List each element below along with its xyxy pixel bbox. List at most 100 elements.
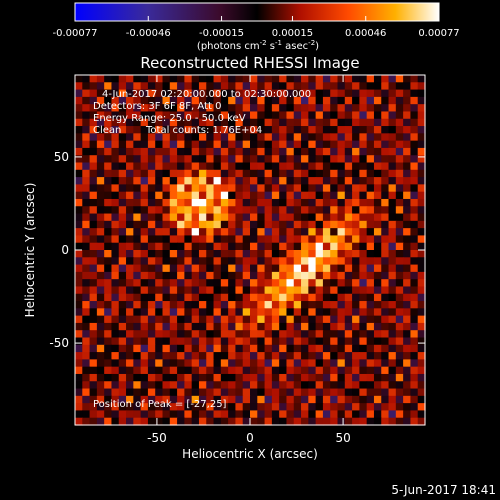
heatmap-cell: [322, 286, 331, 295]
heatmap-cell: [410, 395, 419, 404]
heatmap-cell: [395, 322, 404, 331]
heatmap-cell: [395, 264, 404, 273]
heatmap-cell: [271, 89, 280, 98]
heatmap-cell: [271, 330, 280, 339]
heatmap-cell: [147, 177, 156, 185]
heatmap-cell: [344, 89, 353, 98]
heatmap-cell: [82, 337, 91, 346]
heatmap-cell: [228, 330, 237, 339]
heatmap-cell: [104, 75, 113, 83]
heatmap-cell: [75, 140, 83, 149]
heatmap-cell: [133, 257, 142, 266]
heatmap-cell: [388, 177, 397, 185]
heatmap-cell: [228, 286, 237, 295]
heatmap-cell: [410, 301, 419, 309]
heatmap-cell: [388, 162, 397, 171]
heatmap-cell: [264, 140, 273, 149]
heatmap-cell: [388, 388, 397, 397]
heatmap-cell: [96, 264, 105, 273]
heatmap-cell: [293, 213, 302, 222]
heatmap-cell: [279, 373, 288, 382]
heatmap-cell: [352, 301, 360, 309]
heatmap-cell: [242, 359, 251, 368]
heatmap-cell: [395, 133, 404, 142]
heatmap-cell: [75, 228, 83, 237]
heatmap-cell: [220, 118, 229, 127]
heatmap-cell: [162, 177, 171, 185]
heatmap-cell: [395, 82, 404, 91]
heatmap-cell: [257, 388, 266, 397]
heatmap-cell: [126, 337, 134, 346]
heatmap-cell: [220, 235, 229, 244]
heatmap-cell: [257, 126, 266, 134]
heatmap-cell: [322, 242, 331, 251]
heatmap-cell: [359, 337, 368, 346]
heatmap-cell: [337, 104, 346, 113]
heatmap-cell: [308, 104, 317, 113]
heatmap-cell: [169, 250, 178, 258]
heatmap-cell: [169, 381, 178, 390]
heatmap-cell: [177, 155, 185, 164]
heatmap-cell: [381, 198, 390, 207]
heatmap-cell: [388, 133, 397, 142]
heatmap-cell: [82, 104, 91, 113]
heatmap-cell: [315, 417, 324, 426]
heatmap-cell: [118, 118, 127, 127]
heatmap-cell: [220, 169, 229, 178]
heatmap-cell: [293, 250, 302, 258]
heatmap-cell: [104, 337, 113, 346]
heatmap-cell: [198, 257, 207, 266]
heatmap-cell: [322, 235, 331, 244]
heatmap-cell: [162, 395, 171, 404]
heatmap-cell: [257, 191, 266, 200]
heatmap-cell: [344, 337, 353, 346]
heatmap-cell: [126, 344, 134, 353]
heatmap-cell: [373, 89, 382, 98]
heatmap-cell: [147, 286, 156, 295]
heatmap-cell: [177, 330, 185, 339]
heatmap-cell: [293, 301, 302, 309]
heatmap-cell: [271, 140, 280, 149]
heatmap-cell: [155, 111, 164, 120]
heatmap-cell: [242, 366, 251, 375]
heatmap-cell: [96, 206, 105, 215]
heatmap-cell: [373, 133, 382, 142]
heatmap-cell: [111, 322, 120, 331]
heatmap-cell: [104, 177, 113, 185]
heatmap-cell: [388, 315, 397, 324]
heatmap-cell: [381, 228, 390, 237]
heatmap-cell: [308, 242, 317, 251]
heatmap-cell: [75, 293, 83, 302]
heatmap-cell: [301, 257, 309, 266]
heatmap-cell: [118, 242, 127, 251]
heatmap-cell: [206, 177, 215, 185]
heatmap-cell: [417, 169, 426, 178]
heatmap-cell: [373, 359, 382, 368]
heatmap-cell: [344, 104, 353, 113]
heatmap-cell: [373, 381, 382, 390]
heatmap-cell: [96, 198, 105, 207]
heatmap-cell: [322, 264, 331, 273]
heatmap-cell: [373, 293, 382, 302]
heatmap-cell: [410, 250, 419, 258]
heatmap-cell: [184, 410, 193, 419]
heatmap-cell: [213, 118, 222, 127]
heatmap-cell: [359, 403, 368, 412]
heatmap-cell: [271, 410, 280, 419]
heatmap-cell: [220, 242, 229, 251]
heatmap-cell: [373, 75, 382, 83]
heatmap-cell: [133, 417, 142, 426]
heatmap-cell: [279, 315, 288, 324]
heatmap-cell: [118, 330, 127, 339]
heatmap-cell: [140, 322, 149, 331]
chart-title: Reconstructed RHESSI Image: [140, 54, 359, 72]
heatmap-cell: [417, 126, 426, 134]
heatmap-cell: [191, 82, 200, 91]
heatmap-cell: [359, 111, 368, 120]
heatmap-cell: [308, 301, 317, 309]
heatmap-cell: [118, 169, 127, 178]
heatmap-cell: [250, 344, 258, 353]
heatmap-cell: [315, 395, 324, 404]
heatmap-cell: [104, 126, 113, 134]
heatmap-cell: [118, 279, 127, 288]
